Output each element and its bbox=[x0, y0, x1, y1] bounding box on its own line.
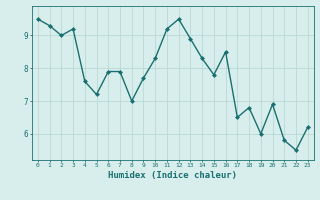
X-axis label: Humidex (Indice chaleur): Humidex (Indice chaleur) bbox=[108, 171, 237, 180]
